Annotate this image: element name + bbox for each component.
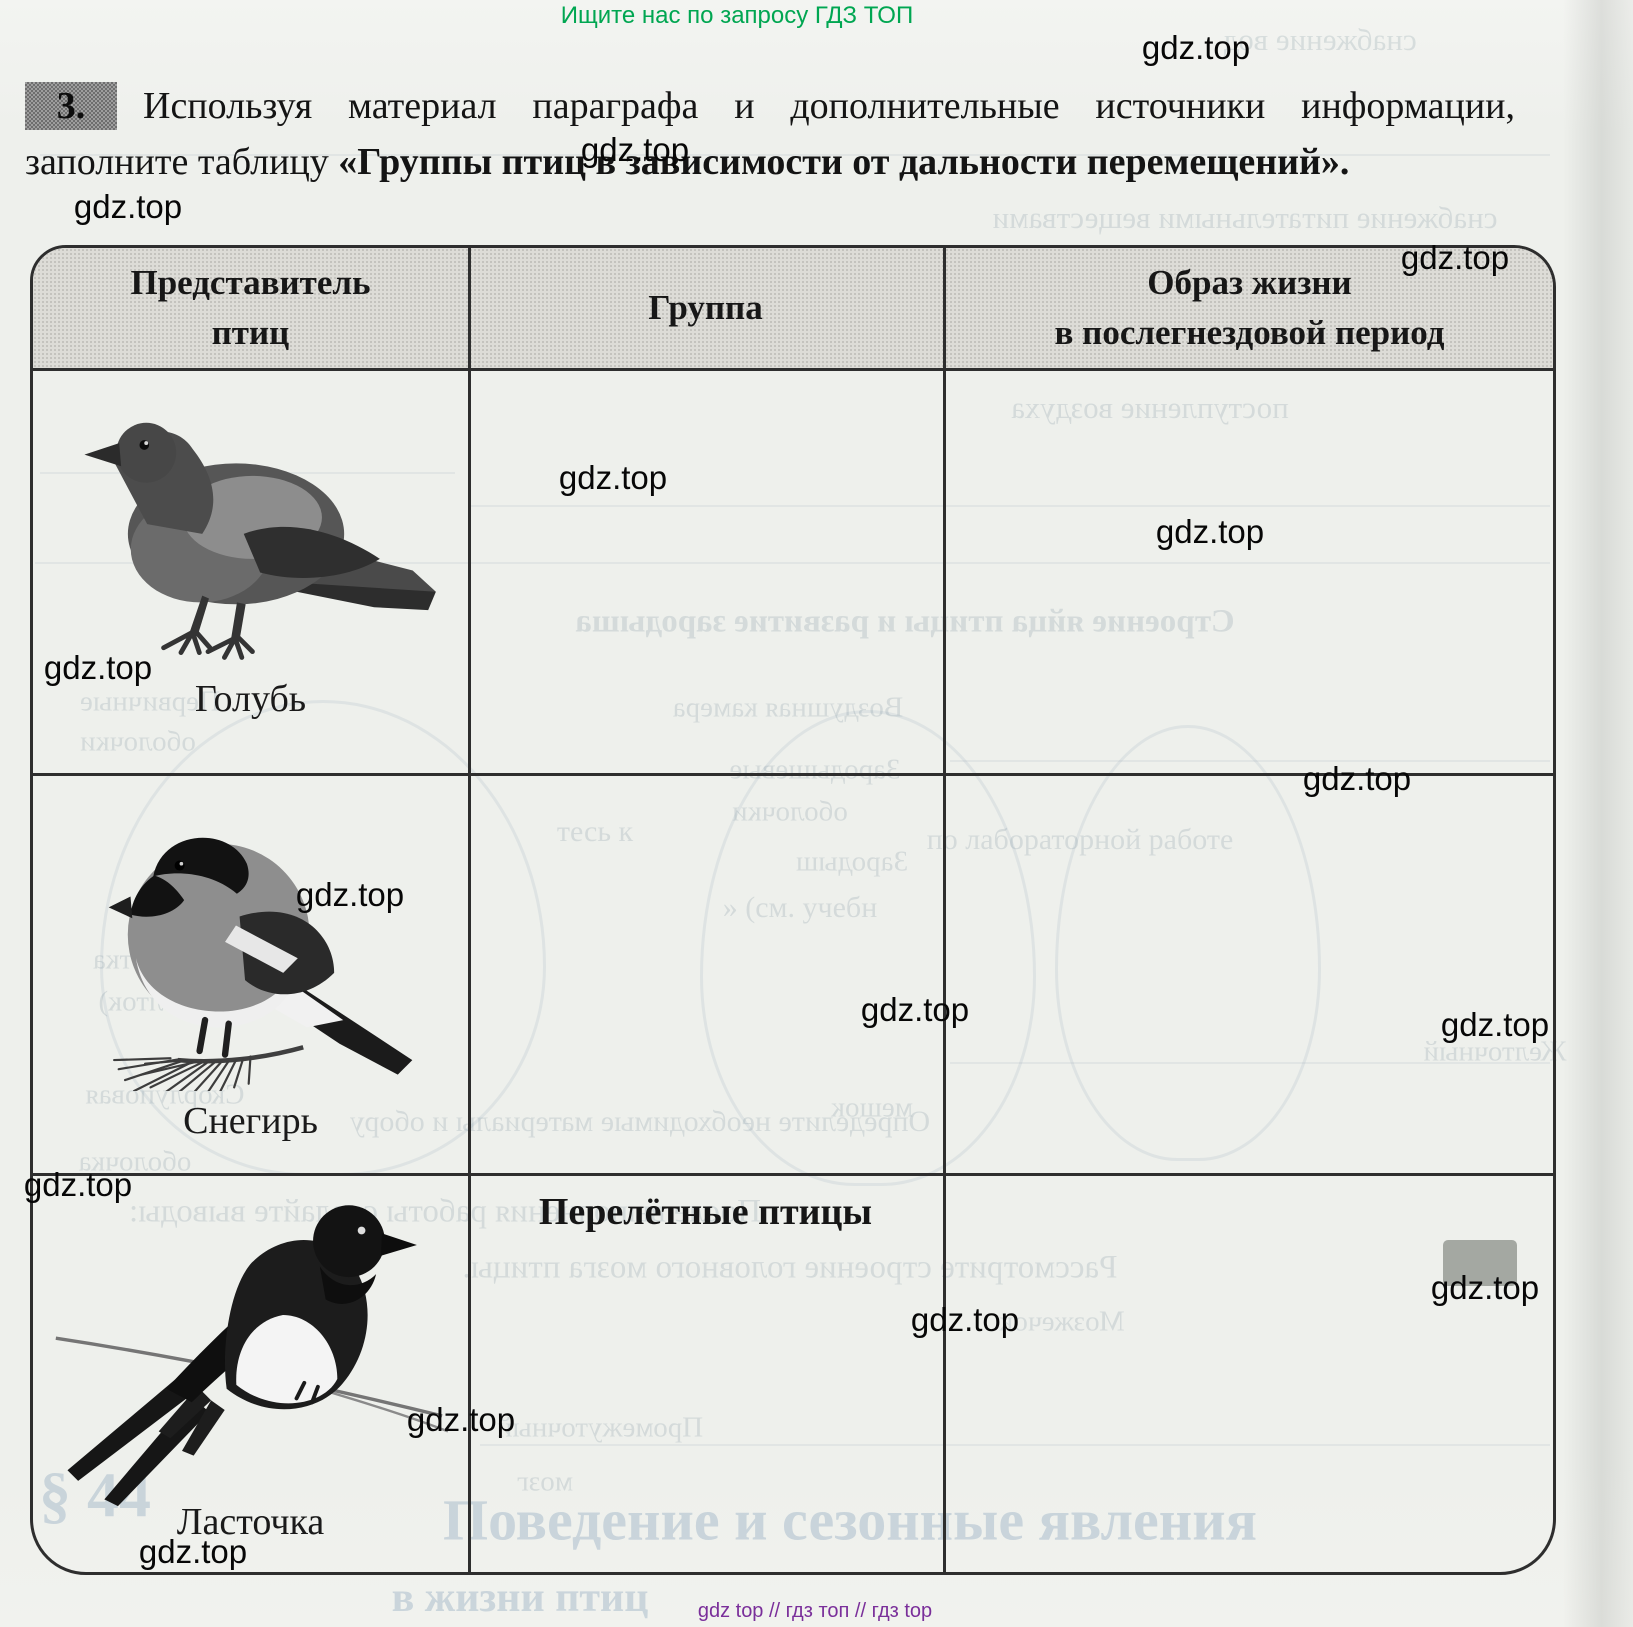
header-line: в послегнездовой период <box>1054 313 1445 352</box>
task-paragraph: 3. Используя материал параграфа и дополн… <box>25 78 1515 190</box>
column-divider <box>943 248 946 1572</box>
header-line: Представитель <box>130 263 371 302</box>
row-divider <box>33 1173 1553 1176</box>
birds-table: Представитель птиц Группа Образ жизни в … <box>30 245 1556 1575</box>
task-number-badge: 3. <box>25 82 117 130</box>
header-cell-lifestyle: Образ жизни в послегнездовой период <box>943 248 1553 368</box>
header-cell-group: Группа <box>468 248 943 368</box>
table-header-row: Представитель птиц Группа Образ жизни в … <box>33 248 1553 371</box>
page-edge-shading <box>1563 0 1633 1627</box>
group-cell-row3: Перелётные птицы <box>538 1191 873 1233</box>
bleedthrough-text: в жизни птиц <box>391 1575 649 1621</box>
footer-watermark: gdz top // гдз топ // гдз top <box>697 1600 933 1622</box>
header-line: Группа <box>648 288 763 327</box>
bird-caption-pigeon: Голубь <box>194 678 307 720</box>
bleedthrough-text: снабжение питательными веществами <box>992 200 1498 235</box>
header-line: птиц <box>211 313 290 352</box>
bird-caption-bullfinch: Снегирь <box>183 1100 318 1142</box>
gdz-watermark: gdz.top <box>73 188 183 225</box>
swallow-illustration <box>55 1205 449 1507</box>
gdz-watermark: gdz.top <box>1141 29 1251 66</box>
column-divider <box>468 248 471 1572</box>
task-text-bold: «Группы птиц в зависимости от дальности … <box>338 141 1350 183</box>
top-banner: Ищите нас по запросу ГДЗ ТОП <box>560 2 914 29</box>
task-text: Используя материал параграфа и дополните… <box>25 85 1515 183</box>
row-divider <box>33 773 1553 776</box>
header-cell-representative: Представитель птиц <box>33 248 468 368</box>
pigeon-illustration <box>84 422 436 660</box>
bleedthrough-text: снабжение вод <box>1223 22 1417 57</box>
header-line: Образ жизни <box>1147 263 1352 302</box>
bird-caption-swallow: Ласточка <box>176 1501 325 1543</box>
task-number: 3. <box>56 85 86 127</box>
bullfinch-illustration <box>108 837 413 1091</box>
